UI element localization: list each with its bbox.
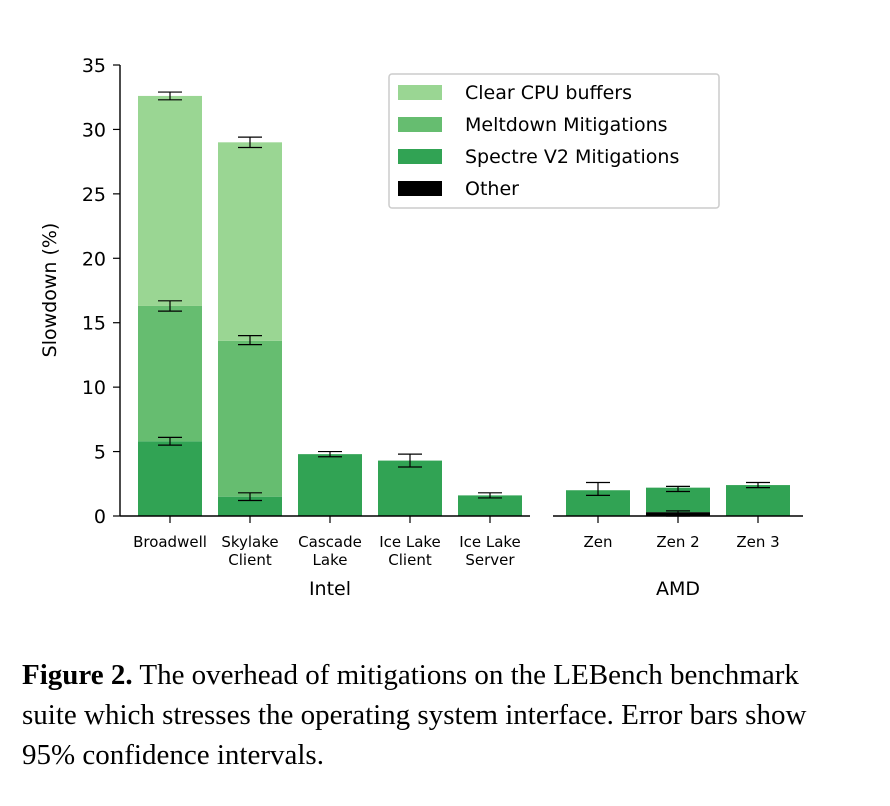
bar-spectre-v2-mitigations-4	[458, 495, 522, 516]
group-label-intel: Intel	[309, 578, 351, 600]
x-tick-label-2-0: Cascade	[298, 533, 362, 551]
bar-clear-cpu-buffers-0	[138, 95, 202, 306]
y-tick-label-5: 5	[94, 442, 106, 464]
legend-swatch-0	[398, 85, 442, 100]
bar-spectre-v2-mitigations-1	[218, 496, 282, 516]
x-tick-label-5-0: Zen	[583, 533, 612, 551]
y-tick-label-0: 0	[94, 506, 106, 528]
bar-spectre-v2-mitigations-2	[298, 454, 362, 516]
x-tick-label-1-0: Skylake	[221, 533, 278, 551]
bar-meltdown-mitigations-0	[138, 305, 202, 442]
legend-swatch-1	[398, 117, 442, 132]
bar-spectre-v2-mitigations-3	[378, 460, 442, 516]
x-tick-label-3-0: Ice Lake	[379, 533, 441, 551]
bar-spectre-v2-mitigations-0	[138, 441, 202, 516]
x-tick-label-6-0: Zen 2	[656, 533, 699, 551]
legend-label-0: Clear CPU buffers	[465, 82, 632, 104]
x-tick-label-7-0: Zen 3	[736, 533, 779, 551]
legend-label-1: Meltdown Mitigations	[465, 114, 668, 136]
legend-swatch-3	[398, 181, 442, 196]
x-tick-label-2-1: Lake	[313, 551, 348, 569]
x-tick-label-0-0: Broadwell	[133, 533, 207, 551]
bar-clear-cpu-buffers-1	[218, 142, 282, 341]
caption-text: The overhead of mitigations on the LEBen…	[22, 659, 807, 771]
x-tick-label-4-0: Ice Lake	[459, 533, 521, 551]
y-axis-label: Slowdown (%)	[39, 223, 61, 358]
bar-meltdown-mitigations-1	[218, 340, 282, 497]
y-tick-label-25: 25	[82, 184, 106, 206]
x-tick-label-1-1: Client	[228, 551, 272, 569]
y-tick-label-10: 10	[82, 377, 106, 399]
x-tick-label-4-1: Server	[465, 551, 515, 569]
legend-box	[388, 73, 720, 209]
y-tick-label-30: 30	[82, 119, 106, 141]
y-tick-label-35: 35	[82, 55, 106, 77]
y-tick-label-15: 15	[82, 313, 106, 335]
y-tick-label-20: 20	[82, 248, 106, 270]
caption-label: Figure 2.	[22, 659, 133, 691]
legend-label-3: Other	[465, 178, 519, 200]
x-tick-label-3-1: Client	[388, 551, 432, 569]
legend-label-2: Spectre V2 Mitigations	[465, 146, 679, 168]
legend-swatch-2	[398, 149, 442, 164]
group-label-amd: AMD	[656, 578, 700, 600]
bar-spectre-v2-mitigations-7	[726, 485, 790, 516]
figure-caption: Figure 2. The overhead of mitigations on…	[22, 655, 842, 775]
chart: 0 5 10 15 20 25 30 35 Slowdown (%) Broadwell Skyla…	[39, 55, 803, 600]
